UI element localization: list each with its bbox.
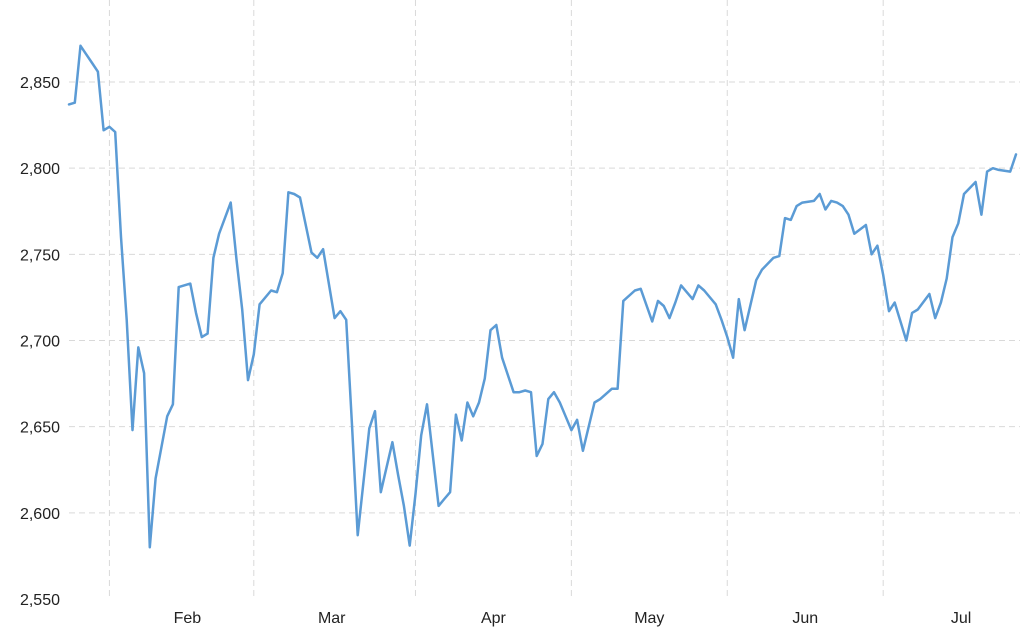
y-tick-label: 2,750 xyxy=(20,247,60,264)
y-tick-label: 2,850 xyxy=(20,75,60,92)
series-layer xyxy=(69,46,1016,548)
x-tick-label: Feb xyxy=(174,610,202,627)
x-tick-label: Mar xyxy=(318,610,346,627)
y-axis: 2,550 2,600 2,650 2,700 2,750 2,800 2,850 xyxy=(20,75,60,609)
x-tick-label: Apr xyxy=(481,610,507,627)
x-tick-label: May xyxy=(634,610,664,627)
grid-layer xyxy=(69,0,1020,599)
y-tick-label: 2,550 xyxy=(20,592,60,609)
x-axis: Feb Mar Apr May Jun Jul xyxy=(174,610,972,627)
series-line xyxy=(69,46,1016,548)
x-tick-label: Jul xyxy=(951,610,971,627)
y-tick-label: 2,700 xyxy=(20,334,60,351)
y-tick-label: 2,650 xyxy=(20,420,60,437)
x-tick-label: Jun xyxy=(792,610,818,627)
y-tick-label: 2,800 xyxy=(20,161,60,178)
y-tick-label: 2,600 xyxy=(20,506,60,523)
